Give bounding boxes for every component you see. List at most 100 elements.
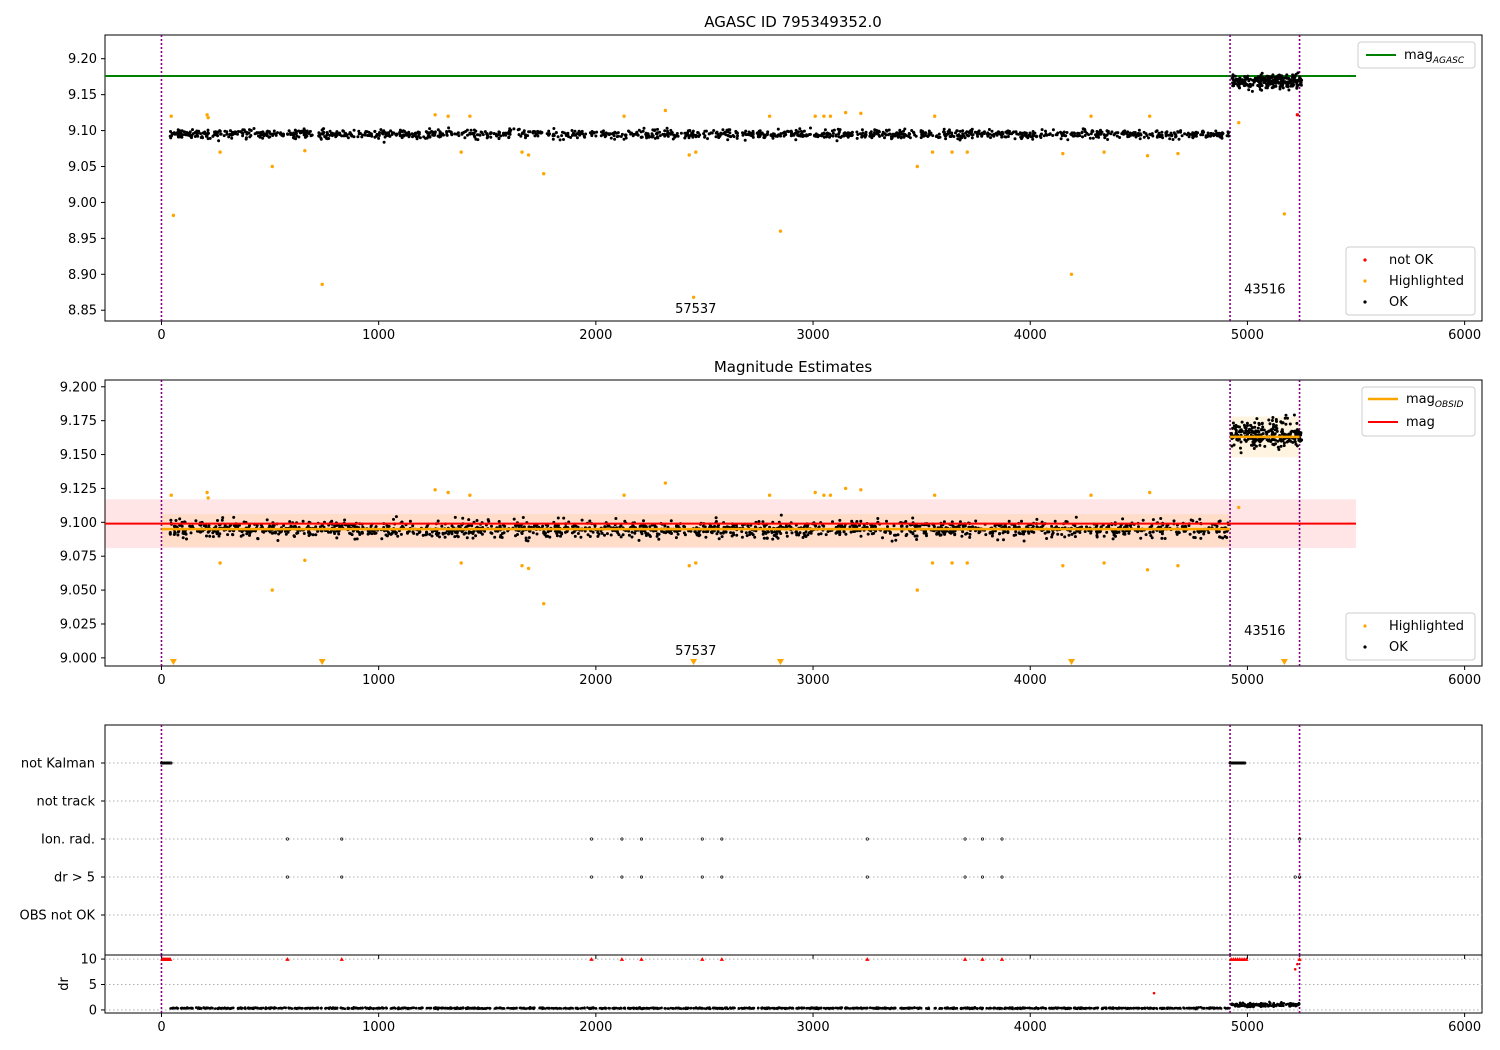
data-point: [594, 134, 598, 138]
data-point: [474, 137, 478, 141]
data-point: [1223, 530, 1226, 534]
dr-point: [1166, 1007, 1169, 1010]
data-point: [948, 531, 952, 535]
x-tick-label: 0: [157, 673, 165, 688]
data-point: [751, 135, 755, 139]
data-point: [261, 136, 265, 140]
data-point: [1127, 531, 1131, 535]
data-point: [1180, 525, 1184, 529]
data-point: [682, 524, 686, 528]
data-point: [1060, 134, 1064, 138]
dr-point: [525, 1007, 528, 1010]
data-point: [560, 531, 563, 535]
highlighted-point: [687, 563, 691, 568]
x-tick-label: 2000: [579, 673, 612, 688]
data-point: [884, 530, 887, 534]
data-point: [282, 524, 286, 527]
data-point: [1151, 134, 1155, 138]
data-point: [464, 531, 468, 535]
data-point: [1113, 132, 1117, 136]
data-point: [724, 133, 728, 137]
x-tick-label: 4000: [1014, 1020, 1047, 1035]
data-point: [1160, 532, 1164, 536]
data-point: [194, 519, 198, 523]
data-point: [383, 135, 387, 139]
data-point: [696, 131, 700, 134]
data-point: [753, 535, 757, 539]
data-point: [801, 536, 805, 539]
data-point: [802, 129, 806, 133]
highlighted-point: [169, 114, 173, 118]
data-point: [302, 133, 306, 137]
data-point: [1137, 525, 1140, 529]
data-point: [1046, 530, 1050, 534]
data-point: [180, 129, 184, 133]
data-point: [1246, 432, 1249, 436]
data-point: [480, 532, 484, 536]
dr-point: [1215, 1006, 1219, 1010]
data-point: [527, 536, 531, 540]
dr-point: [669, 1006, 673, 1010]
data-point: [716, 132, 720, 136]
data-point: [388, 134, 392, 138]
highlighted-point: [843, 486, 848, 491]
data-point: [703, 129, 707, 133]
dr-point: [473, 1006, 476, 1010]
data-point: [517, 133, 521, 137]
data-point: [314, 533, 318, 537]
data-point: [214, 525, 218, 529]
data-point: [860, 128, 864, 132]
data-point: [855, 136, 859, 140]
data-point: [208, 136, 212, 140]
dr-point: [666, 1007, 669, 1010]
data-point: [200, 135, 204, 139]
data-point: [570, 133, 574, 137]
data-point: [411, 135, 414, 139]
data-point: [1292, 77, 1296, 81]
data-point: [993, 524, 997, 528]
data-point: [750, 133, 754, 137]
data-point: [573, 534, 577, 538]
data-point: [291, 525, 295, 529]
data-point: [1268, 422, 1272, 426]
data-point: [750, 532, 754, 536]
data-point: [876, 132, 880, 136]
data-point: [1171, 138, 1175, 141]
y-tick-label: 9.00: [68, 196, 97, 211]
data-point: [310, 133, 314, 137]
dr-point: [1111, 1006, 1115, 1009]
data-point: [174, 519, 178, 522]
data-point: [262, 530, 266, 534]
data-point: [301, 130, 305, 134]
data-point: [1290, 429, 1294, 433]
dr-point: [545, 1006, 549, 1010]
not-ok-point: [1295, 113, 1300, 117]
dr-point: [529, 1006, 532, 1010]
data-point: [356, 135, 360, 139]
y-tick-label: 9.075: [60, 550, 97, 565]
x-tick-label: 6000: [1448, 328, 1481, 343]
data-point: [1290, 80, 1294, 83]
data-point: [320, 132, 324, 136]
data-point: [827, 132, 831, 136]
data-point: [630, 530, 634, 534]
dr-point: [835, 1006, 838, 1010]
panel1-frame: [104, 34, 1483, 322]
data-point: [244, 137, 248, 141]
data-point: [204, 134, 208, 138]
data-point: [574, 133, 578, 137]
data-point: [636, 133, 640, 137]
data-point: [1168, 137, 1172, 141]
data-point: [249, 129, 253, 132]
data-point: [1250, 426, 1254, 430]
y-tick-label: 9.05: [68, 160, 97, 175]
highlighted-point: [1102, 150, 1106, 154]
data-point: [682, 531, 686, 535]
data-point: [1054, 133, 1058, 137]
dr-point: [478, 1007, 482, 1010]
data-point: [1217, 131, 1221, 135]
data-point: [556, 135, 560, 139]
highlighted-point: [270, 588, 274, 592]
data-point: [745, 534, 749, 538]
data-point: [631, 134, 635, 138]
